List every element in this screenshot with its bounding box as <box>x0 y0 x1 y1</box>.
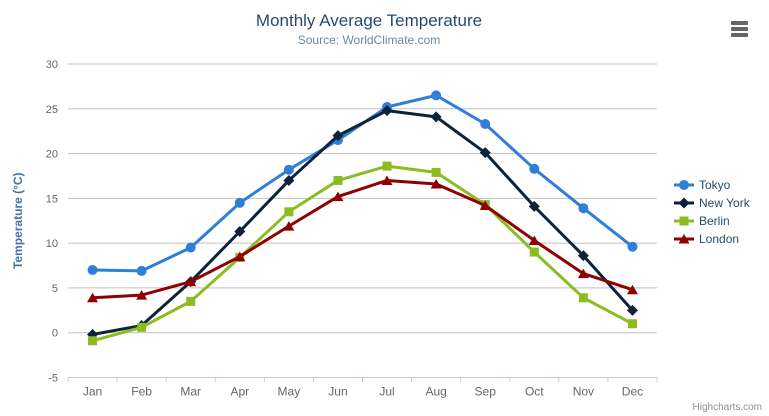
x-axis-tick-label: Dec <box>622 385 643 399</box>
y-axis-tick-label: 10 <box>46 238 58 250</box>
legend-marker-diamond-icon <box>674 197 694 209</box>
y-axis-tick-label: -5 <box>48 373 58 385</box>
x-axis-tick-label: Aug <box>425 385 446 399</box>
series-tokyo <box>87 90 638 276</box>
chart-title: Monthly Average Temperature <box>255 11 483 30</box>
y-axis-title: Temperature (°C) <box>11 172 25 269</box>
hamburger-icon <box>731 21 748 25</box>
y-axis-tick-label: 0 <box>52 328 58 340</box>
legend-label: Tokyo <box>699 178 731 192</box>
hamburger-icon <box>731 27 748 31</box>
x-axis-tick-label: Jan <box>83 385 102 399</box>
y-axis-tick-label: 15 <box>46 193 58 205</box>
y-axis-tick-label: 30 <box>46 59 58 71</box>
series-london <box>87 175 638 303</box>
legend-marker-triangle-icon <box>674 234 694 244</box>
chart-subtitle: Source: WorldClimate.com <box>297 33 441 47</box>
legend: Tokyo New York Berlin London <box>674 178 750 246</box>
x-axis-tick-label: Jun <box>328 385 347 399</box>
legend-item-new-york[interactable]: New York <box>674 196 750 210</box>
y-axis-tick-label: 20 <box>46 149 58 161</box>
y-axis-tick-label: 25 <box>46 104 58 116</box>
series-berlin <box>88 161 637 346</box>
credits-link[interactable]: Highcharts.com <box>692 402 762 413</box>
hamburger-icon <box>731 33 748 37</box>
legend-item-tokyo[interactable]: Tokyo <box>674 178 750 192</box>
x-axis-tick-label: May <box>278 385 301 399</box>
legend-marker-square-icon <box>674 216 694 226</box>
x-axis-tick-label: Sep <box>475 385 497 399</box>
x-axis-tick-label: Jul <box>379 385 394 399</box>
legend-item-berlin[interactable]: Berlin <box>674 214 750 228</box>
y-axis-tick-label: 5 <box>52 283 58 295</box>
legend-item-london[interactable]: London <box>674 232 750 246</box>
context-menu-button[interactable] <box>731 21 749 37</box>
legend-marker-circle-icon <box>674 180 694 190</box>
x-axis-tick-label: Oct <box>525 385 544 399</box>
x-axis-tick-label: Feb <box>131 385 152 399</box>
legend-label: Berlin <box>699 214 730 228</box>
x-axis-tick-label: Apr <box>230 385 249 399</box>
x-axis-tick-label: Nov <box>573 385 594 399</box>
legend-label: New York <box>699 196 750 210</box>
legend-label: London <box>699 232 740 246</box>
series-new-york <box>87 105 638 341</box>
x-axis-tick-label: Mar <box>180 385 201 399</box>
